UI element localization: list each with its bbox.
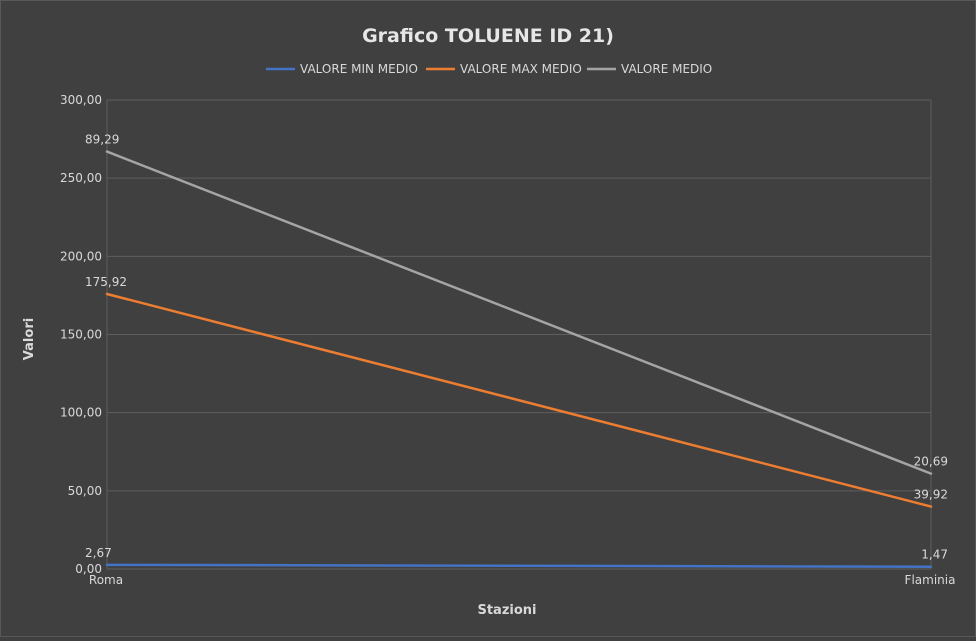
y-tick-label: 250,00 [60,171,102,185]
legend-label: VALORE MEDIO [621,62,712,76]
x-axis-title: Stazioni [477,603,536,618]
x-tick-label: Flaminia [905,573,956,587]
legend: VALORE MIN MEDIO VALORE MAX MEDIO VALORE M… [266,62,712,76]
y-tick-label: 150,00 [60,328,102,342]
y-tick-label: 100,00 [60,406,102,420]
legend-label: VALORE MAX MEDIO [460,62,582,76]
x-tick-label: Roma [89,573,123,587]
data-label: 20,69 [914,455,948,469]
y-tick-label: 50,00 [68,484,102,498]
y-tick-label: 200,00 [60,249,102,263]
data-label: 2,67 [85,546,112,560]
data-label: 39,92 [914,488,948,502]
chart-title: Grafico TOLUENE ID 21) [362,25,614,47]
data-label: 1,47 [921,548,948,562]
y-tick-label: 300,00 [60,93,102,107]
legend-label: VALORE MIN MEDIO [300,62,418,76]
data-label: 89,29 [85,133,119,147]
data-label: 175,92 [85,275,127,289]
y-axis-title: Valori [22,318,37,360]
